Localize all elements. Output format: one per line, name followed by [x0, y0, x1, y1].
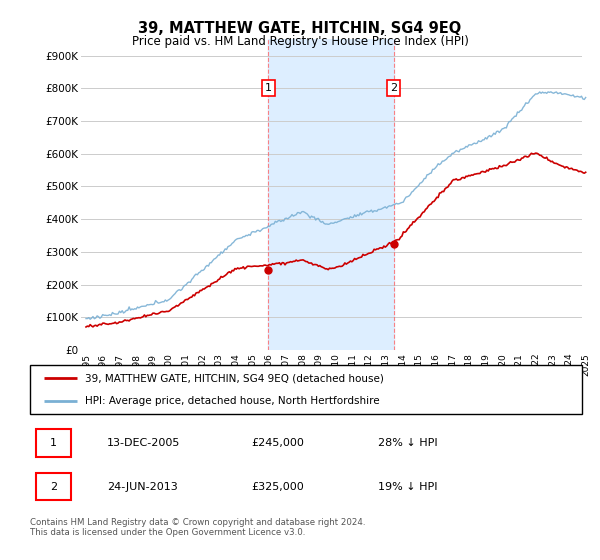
FancyBboxPatch shape	[30, 365, 582, 414]
Text: 19% ↓ HPI: 19% ↓ HPI	[378, 482, 437, 492]
Text: 1: 1	[50, 438, 57, 448]
Text: 2: 2	[390, 83, 397, 94]
Text: HPI: Average price, detached house, North Hertfordshire: HPI: Average price, detached house, Nort…	[85, 396, 380, 406]
FancyBboxPatch shape	[35, 429, 71, 457]
Text: Price paid vs. HM Land Registry's House Price Index (HPI): Price paid vs. HM Land Registry's House …	[131, 35, 469, 48]
Text: 1: 1	[265, 83, 272, 94]
Text: £245,000: £245,000	[251, 438, 304, 448]
Text: 39, MATTHEW GATE, HITCHIN, SG4 9EQ: 39, MATTHEW GATE, HITCHIN, SG4 9EQ	[139, 21, 461, 36]
Text: 24-JUN-2013: 24-JUN-2013	[107, 482, 178, 492]
Text: 28% ↓ HPI: 28% ↓ HPI	[378, 438, 437, 448]
Text: 2: 2	[50, 482, 57, 492]
Text: £325,000: £325,000	[251, 482, 304, 492]
Bar	[268, 39, 394, 350]
Text: 13-DEC-2005: 13-DEC-2005	[107, 438, 181, 448]
FancyBboxPatch shape	[35, 473, 71, 501]
Text: 39, MATTHEW GATE, HITCHIN, SG4 9EQ (detached house): 39, MATTHEW GATE, HITCHIN, SG4 9EQ (deta…	[85, 374, 384, 384]
Bar	[581, 39, 594, 350]
Text: Contains HM Land Registry data © Crown copyright and database right 2024.
This d: Contains HM Land Registry data © Crown c…	[30, 518, 365, 538]
